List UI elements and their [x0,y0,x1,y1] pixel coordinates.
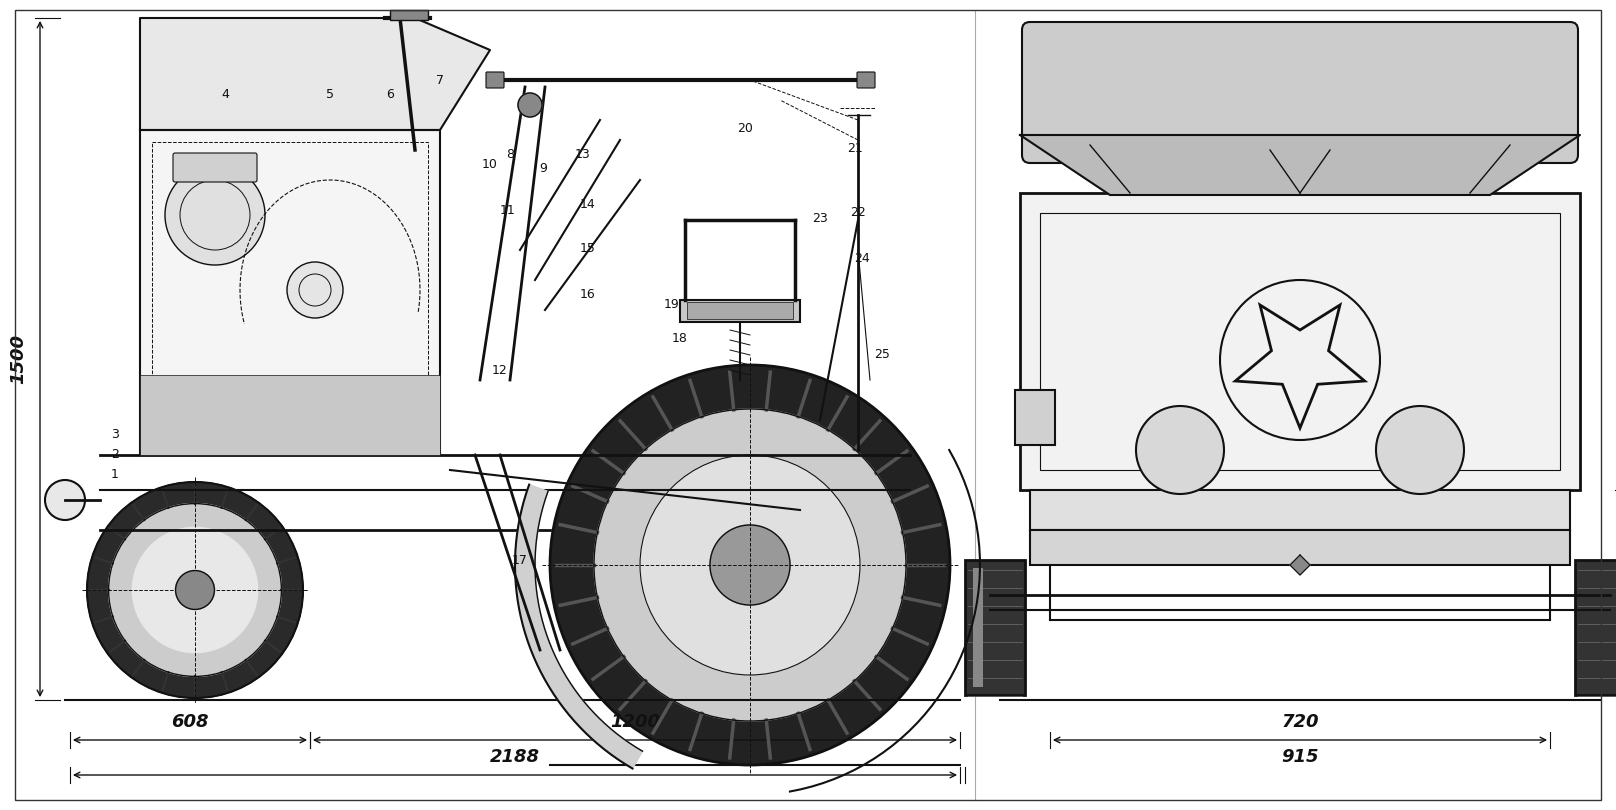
FancyBboxPatch shape [141,130,440,455]
Text: 4: 4 [221,88,229,101]
FancyBboxPatch shape [486,72,504,88]
Text: 2: 2 [112,449,120,462]
Text: 5: 5 [326,88,335,101]
Text: 18: 18 [672,331,688,344]
FancyBboxPatch shape [1029,530,1571,565]
Circle shape [288,262,343,318]
Text: 24: 24 [855,251,869,265]
Text: 2188: 2188 [490,748,540,766]
Text: 1500: 1500 [10,334,27,384]
Circle shape [519,93,541,117]
Text: 19: 19 [664,299,680,312]
Circle shape [176,570,215,609]
Text: 7: 7 [436,74,444,87]
Circle shape [45,480,86,520]
Text: 16: 16 [580,288,596,301]
Circle shape [549,365,950,765]
Circle shape [1136,406,1223,494]
FancyBboxPatch shape [1020,193,1580,490]
Text: 13: 13 [575,148,591,161]
Circle shape [165,165,265,265]
Text: 11: 11 [499,203,516,216]
FancyBboxPatch shape [141,375,440,455]
Text: 21: 21 [847,142,863,155]
Circle shape [108,504,281,676]
Text: 608: 608 [171,713,208,731]
Text: 12: 12 [493,364,507,377]
Circle shape [709,525,790,605]
Circle shape [133,527,257,653]
Text: 1: 1 [112,468,120,481]
Text: 23: 23 [813,211,827,224]
Polygon shape [141,18,490,130]
Text: 15: 15 [580,241,596,254]
FancyBboxPatch shape [173,153,257,182]
Text: 915: 915 [1281,748,1319,766]
FancyBboxPatch shape [1029,490,1571,530]
FancyBboxPatch shape [965,560,1025,695]
FancyBboxPatch shape [1015,390,1055,445]
Text: 10: 10 [482,159,498,172]
FancyBboxPatch shape [1576,560,1616,695]
Text: 3: 3 [112,428,120,441]
FancyBboxPatch shape [687,302,793,319]
Text: 6: 6 [386,88,394,101]
Circle shape [87,482,304,698]
Text: 22: 22 [850,206,866,219]
Circle shape [595,409,907,721]
Text: 17: 17 [512,553,528,566]
Circle shape [108,504,281,676]
Text: 9: 9 [540,161,546,174]
FancyBboxPatch shape [1021,22,1577,163]
Text: 8: 8 [506,148,514,161]
Circle shape [1375,406,1464,494]
Text: 20: 20 [737,122,753,134]
Polygon shape [1020,135,1580,195]
Polygon shape [1290,555,1311,575]
FancyBboxPatch shape [389,10,428,20]
Text: 720: 720 [1281,713,1319,731]
Circle shape [640,455,860,675]
Text: 14: 14 [580,198,596,211]
Polygon shape [516,484,643,769]
FancyBboxPatch shape [856,72,874,88]
Text: 25: 25 [874,348,890,361]
Text: 1200: 1200 [609,713,659,731]
FancyBboxPatch shape [973,568,983,687]
FancyBboxPatch shape [680,300,800,322]
